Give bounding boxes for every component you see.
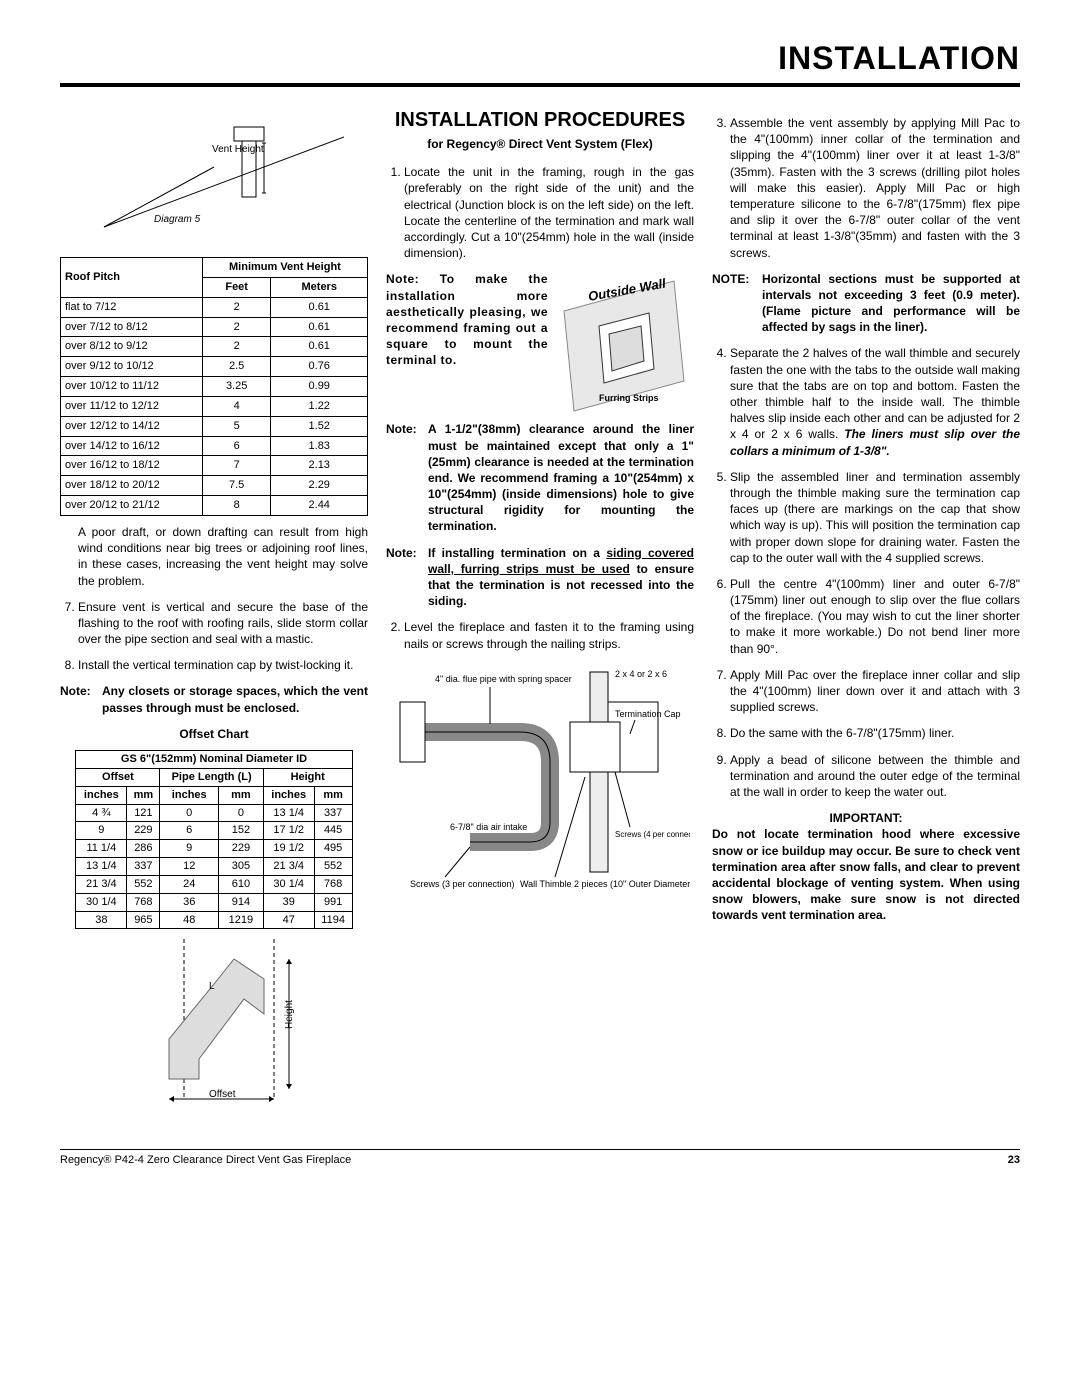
note-enclosed: Note: Any closets or storage spaces, whi… [60, 683, 368, 715]
svg-text:Screws (3 per connection): Screws (3 per connection) [410, 879, 515, 889]
draft-paragraph: A poor draft, or down drafting can resul… [60, 524, 368, 589]
procedures-title: INSTALLATION PROCEDURES [386, 107, 694, 134]
svg-text:Diagram 5: Diagram 5 [154, 214, 201, 225]
offset-chart-title: Offset Chart [60, 726, 368, 742]
content-columns: Vent Height Diagram 5 Roof Pitch Minimum… [60, 107, 1020, 1119]
procedure-step-1: Locate the unit in the framing, rough in… [386, 164, 694, 261]
column-3: Assemble the vent assembly by applying M… [712, 107, 1020, 1119]
important-body: Do not locate termination hood where exc… [712, 826, 1020, 923]
title-rule [60, 83, 1020, 87]
footer-left: Regency® P42-4 Zero Clearance Direct Ven… [60, 1154, 351, 1166]
column-1: Vent Height Diagram 5 Roof Pitch Minimum… [60, 107, 368, 1119]
svg-text:4" dia. flue pipe with spring: 4" dia. flue pipe with spring spacer [435, 674, 572, 684]
flue-diagram: 4" dia. flue pipe with spring spacer 2 x… [390, 662, 690, 922]
note-clearance: Note: A 1-1/2"(38mm) clearance around th… [386, 421, 694, 534]
svg-text:6-7/8" dia air intake: 6-7/8" dia air intake [450, 822, 527, 832]
svg-text:Termination Cap: Termination Cap [615, 709, 681, 719]
offset-diagram: Offset Height L [114, 939, 314, 1109]
steps-7-8: Ensure vent is vertical and secure the b… [60, 599, 368, 674]
roof-pitch-table: Roof Pitch Minimum Vent Height Feet Mete… [60, 257, 368, 516]
diagram-5: Vent Height Diagram 5 [84, 117, 344, 247]
important-title: IMPORTANT: [712, 810, 1020, 826]
svg-text:Wall Thimble 2 pieces (10" Out: Wall Thimble 2 pieces (10" Outer Diamete… [520, 879, 690, 889]
svg-text:Screws (4 per connection): Screws (4 per connection) [615, 830, 690, 839]
footer-page-number: 23 [1008, 1154, 1020, 1166]
svg-text:Offset: Offset [209, 1089, 236, 1100]
offset-table: GS 6"(152mm) Nominal Diameter ID Offset … [75, 750, 352, 929]
svg-text:L: L [209, 981, 215, 992]
page-footer: Regency® P42-4 Zero Clearance Direct Ven… [60, 1149, 1020, 1166]
note-horizontal: NOTE: Horizontal sections must be suppor… [712, 271, 1020, 336]
svg-text:Furring Strips: Furring Strips [599, 393, 659, 403]
page-title: INSTALLATION [60, 40, 1020, 77]
procedures-subtitle: for Regency® Direct Vent System (Flex) [386, 136, 694, 152]
column-2: INSTALLATION PROCEDURES for Regency® Dir… [386, 107, 694, 1119]
note-make-row: Note: To make the installation more aest… [386, 271, 694, 421]
outside-wall-diagram: Outside Wall Furring Strips [554, 271, 694, 421]
note-siding: Note: If installing termination on a sid… [386, 545, 694, 610]
svg-text:2 x 4 or 2 x 6: 2 x 4 or 2 x 6 [615, 669, 667, 679]
procedure-step-2: Level the fireplace and fasten it to the… [386, 619, 694, 651]
svg-text:Height: Height [284, 1000, 295, 1029]
procedure-steps-4-9: Separate the 2 halves of the wall thimbl… [712, 345, 1020, 800]
svg-text:Vent Height: Vent Height [212, 144, 264, 155]
procedure-step-3: Assemble the vent assembly by applying M… [712, 115, 1020, 261]
